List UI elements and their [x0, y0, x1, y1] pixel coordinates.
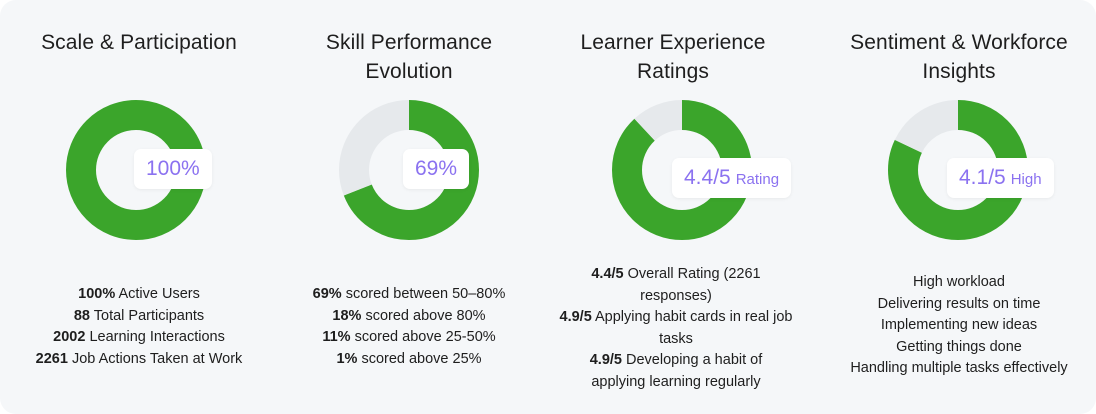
stat-value: 69%: [312, 286, 342, 302]
stat-value: 4.4/5: [591, 266, 624, 282]
stat-value: 4.9/5: [589, 352, 622, 368]
center-unit: High: [1010, 171, 1042, 188]
stat-text: scored above 25%: [361, 350, 482, 367]
scale-participation-card: Scale & Participation 100% 100% Active U…: [30, 0, 248, 414]
card-title: Sentiment & Workforce Insights: [850, 31, 1068, 83]
center-value: 4.1/5: [959, 166, 1006, 189]
stat-line: 100% Active Users: [30, 284, 248, 306]
stat-line: 11% scored above 25-50%: [300, 327, 518, 349]
skill-performance-card: Skill Performance Evolution 69% 69% scor…: [300, 0, 518, 414]
stat-text: scored above 25-50%: [354, 329, 496, 345]
stat-text: Handling multiple tasks effectively: [850, 360, 1068, 376]
stat-text: scored between 50–80%: [345, 286, 506, 302]
donut-slice-1: [612, 100, 752, 240]
stat-value: 2002: [53, 329, 86, 345]
center-label: 4.1/5 High: [947, 158, 1054, 198]
stat-text: scored above 80%: [365, 307, 486, 324]
stat-line: 88 Total Participants: [30, 306, 248, 328]
center-label: 69%: [403, 149, 470, 189]
stat-line: 4.9/5 Applying habit cards in real job t…: [544, 307, 808, 350]
sentiment-insights-card: Sentiment & Workforce Insights 4.1/5 Hig…: [834, 0, 1084, 414]
card-title: Skill Performance Evolution: [325, 31, 493, 83]
stat-line: 18% scored above 80%: [300, 306, 518, 328]
stat-line: Getting things done: [834, 337, 1084, 359]
stat-text: High workload: [913, 274, 1005, 290]
learner-experience-card: Learner Experience Ratings 4.4/5 Rating …: [560, 0, 800, 414]
donut-slice-1: [339, 100, 479, 240]
stat-value: 11%: [322, 329, 351, 345]
stat-value: 18%: [332, 307, 362, 324]
stat-text: Getting things done: [896, 338, 1022, 355]
stat-text: Total Participants: [93, 307, 205, 324]
stats-list: High workload Delivering results on time…: [834, 272, 1084, 380]
stat-line: High workload: [834, 272, 1084, 294]
stat-text: Learning Interactions: [89, 329, 225, 345]
center-label: 100%: [134, 149, 212, 189]
stat-value: 4.9/5: [559, 309, 592, 325]
center-unit: Rating: [735, 171, 780, 188]
card-title: Scale & Participation: [41, 31, 237, 54]
stats-list: 100% Active Users 88 Total Participants …: [30, 284, 248, 370]
stat-value: 100%: [78, 286, 116, 302]
stat-text: Implementing new ideas: [880, 317, 1038, 333]
stat-value: 88: [73, 307, 90, 324]
stat-line: 2261 Job Actions Taken at Work: [30, 349, 248, 371]
stats-list: 4.4/5 Overall Rating (2261 responses) 4.…: [544, 264, 808, 393]
center-value: 4.4/5: [684, 166, 731, 189]
stat-value: 2261: [35, 350, 68, 367]
stat-line: 4.4/5 Overall Rating (2261 responses): [544, 264, 808, 307]
stat-line: 69% scored between 50–80%: [300, 284, 518, 306]
stat-line: Delivering results on time: [834, 294, 1084, 316]
stats-list: 69% scored between 50–80% 18% scored abo…: [300, 284, 518, 370]
stat-text: Applying habit cards in real job tasks: [595, 309, 793, 347]
stat-text: Developing a habit of applying learning …: [591, 352, 763, 390]
stat-line: 2002 Learning Interactions: [30, 327, 248, 349]
stat-text: Job Actions Taken at Work: [71, 350, 243, 367]
stat-line: 1% scored above 25%: [300, 349, 518, 371]
stat-line: Implementing new ideas: [834, 315, 1084, 337]
stat-text: Overall Rating (2261 responses): [627, 266, 761, 304]
stat-text: Active Users: [118, 286, 200, 302]
donut-slice-1: [888, 100, 1028, 240]
stat-text: Delivering results on time: [877, 295, 1041, 312]
center-label: 4.4/5 Rating: [672, 158, 792, 198]
center-value: 69%: [415, 157, 458, 180]
center-value: 100%: [146, 157, 200, 180]
stat-line: 4.9/5 Developing a habit of applying lea…: [544, 350, 808, 393]
stat-value: 1%: [336, 350, 358, 367]
card-title: Learner Experience Ratings: [580, 31, 766, 83]
stat-line: Handling multiple tasks effectively: [834, 358, 1084, 380]
